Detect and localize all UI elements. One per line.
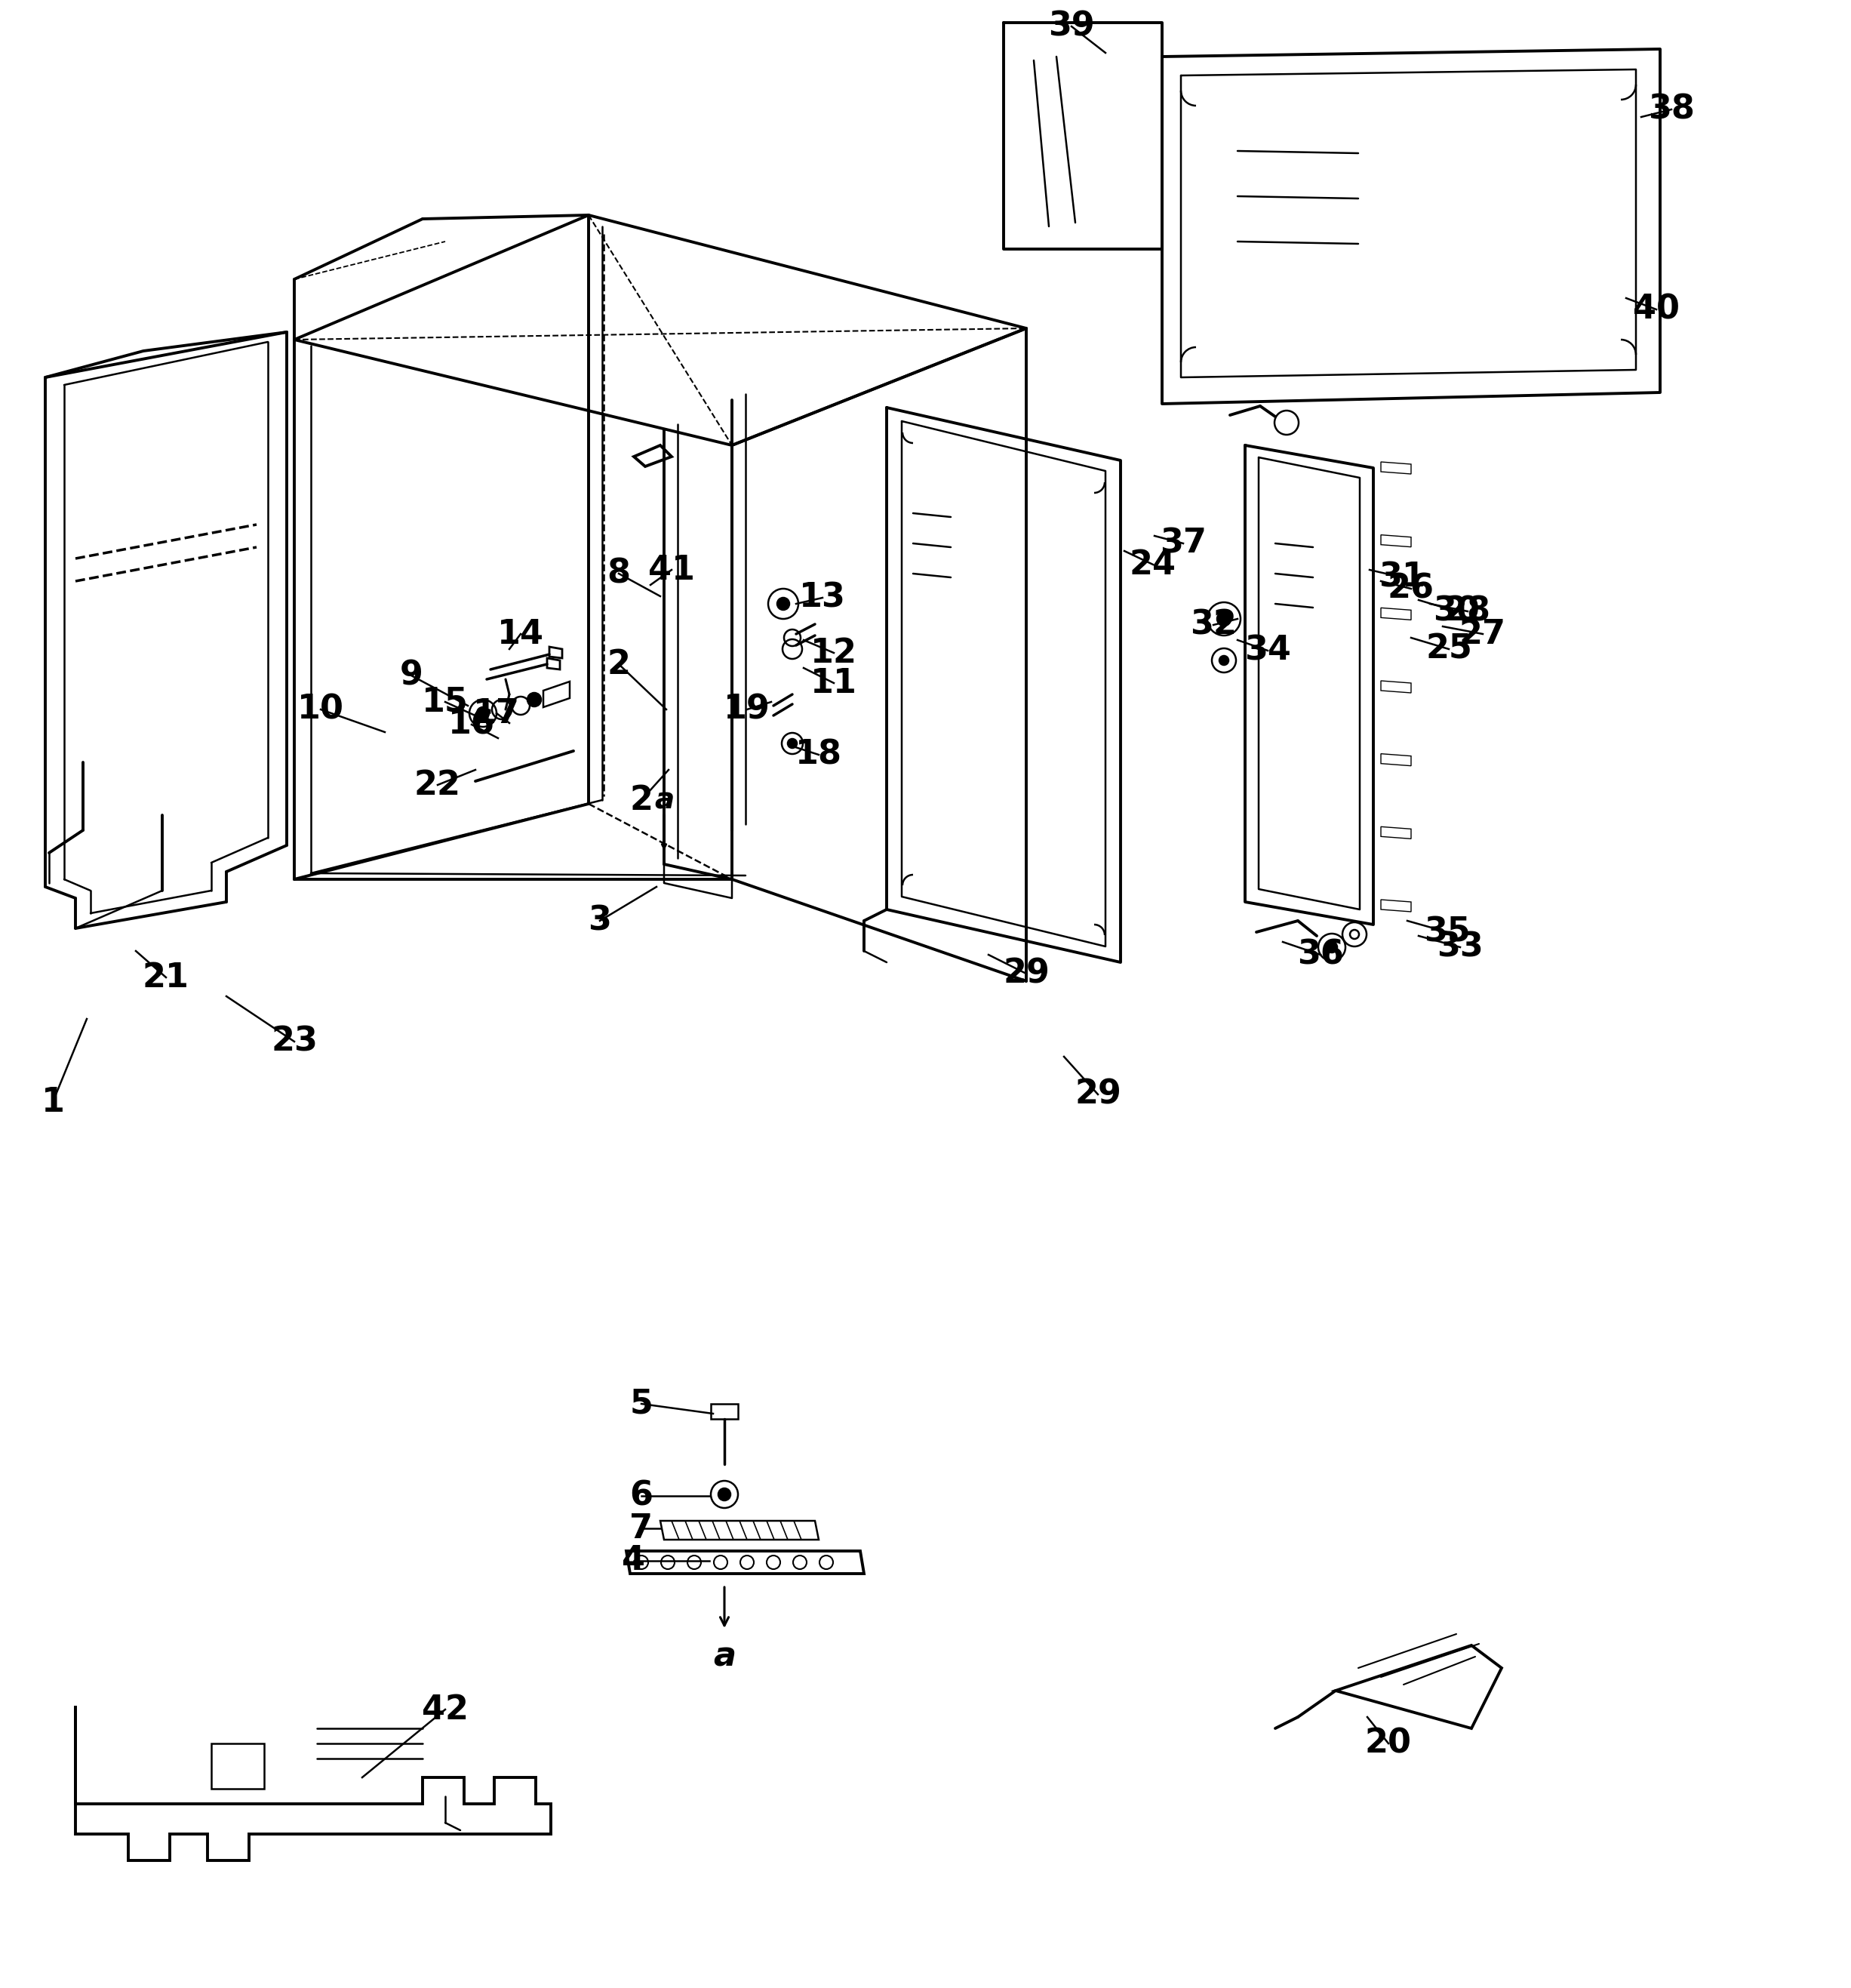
Circle shape: [478, 708, 489, 720]
Text: 8: 8: [607, 557, 631, 590]
Text: 36: 36: [1298, 938, 1344, 970]
Text: 39: 39: [1048, 10, 1094, 42]
Text: 17: 17: [474, 698, 520, 730]
Text: 19: 19: [724, 694, 770, 726]
Text: 20: 20: [1364, 1728, 1412, 1759]
Text: 4: 4: [622, 1545, 646, 1576]
Circle shape: [528, 694, 540, 706]
Circle shape: [1220, 656, 1229, 664]
Text: 9: 9: [400, 660, 422, 692]
Text: 23: 23: [270, 1026, 318, 1058]
Text: 14: 14: [498, 618, 544, 650]
Text: 29: 29: [1075, 1077, 1122, 1111]
Text: 11: 11: [811, 666, 857, 700]
Text: 41: 41: [648, 553, 694, 586]
Circle shape: [1327, 942, 1336, 952]
Text: 10: 10: [298, 694, 344, 726]
Text: 26: 26: [1388, 573, 1435, 604]
Text: 31: 31: [1379, 561, 1425, 594]
Text: 12: 12: [811, 636, 857, 670]
Text: a: a: [713, 1640, 735, 1672]
Text: 6: 6: [629, 1479, 653, 1513]
Text: 29: 29: [1003, 958, 1050, 990]
Text: 21: 21: [143, 960, 189, 994]
Text: 18: 18: [796, 738, 842, 771]
Text: 30: 30: [1433, 594, 1479, 628]
Text: a: a: [653, 785, 674, 815]
Text: 32: 32: [1190, 608, 1236, 642]
Text: 38: 38: [1647, 93, 1696, 125]
Text: 3: 3: [589, 905, 611, 936]
Text: 2: 2: [629, 783, 653, 817]
Text: 1: 1: [41, 1085, 65, 1117]
Text: 40: 40: [1633, 292, 1679, 326]
Text: 42: 42: [422, 1694, 468, 1726]
Text: 7: 7: [629, 1513, 653, 1545]
Text: 34: 34: [1244, 634, 1290, 666]
Circle shape: [777, 598, 789, 610]
Circle shape: [718, 1489, 731, 1501]
Text: 5: 5: [629, 1388, 653, 1419]
Text: 22: 22: [415, 769, 461, 801]
Circle shape: [1218, 612, 1231, 626]
Text: 25: 25: [1425, 632, 1472, 666]
Text: 13: 13: [800, 582, 846, 614]
Text: 28: 28: [1444, 594, 1492, 628]
Circle shape: [789, 740, 796, 747]
Text: 16: 16: [448, 708, 494, 742]
Text: 35: 35: [1423, 916, 1470, 948]
Text: 24: 24: [1129, 549, 1177, 580]
Text: 15: 15: [422, 686, 468, 718]
Text: 33: 33: [1436, 930, 1483, 964]
Text: 37: 37: [1161, 527, 1207, 561]
Text: 27: 27: [1459, 618, 1507, 650]
Text: 2: 2: [607, 648, 631, 680]
